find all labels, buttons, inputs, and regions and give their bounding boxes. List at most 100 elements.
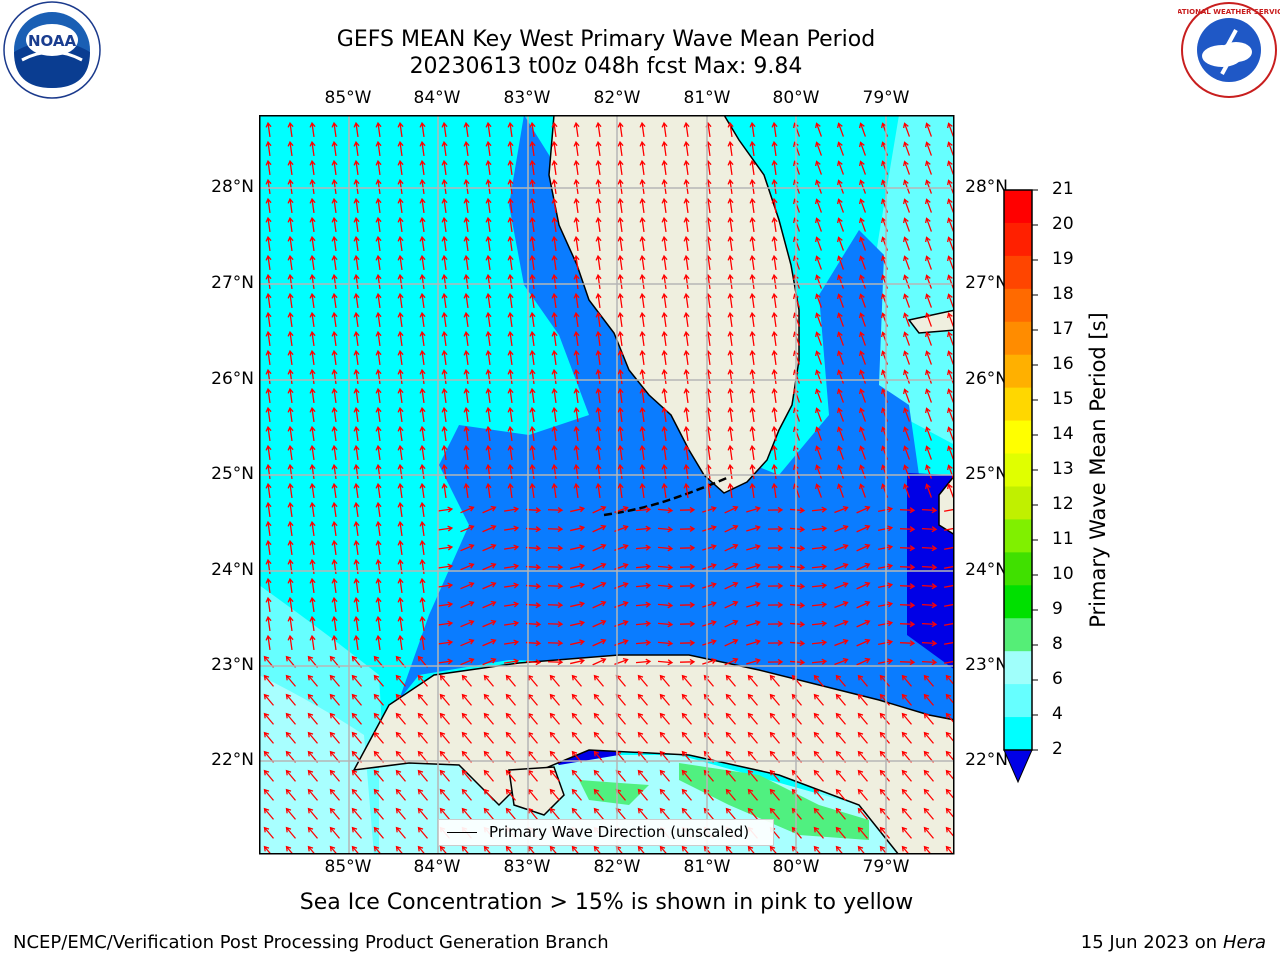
wave-arrow	[573, 292, 580, 309]
wave-arrow	[395, 769, 406, 782]
wave-arrow	[835, 674, 846, 687]
wave-arrow	[397, 311, 404, 328]
wave-period-map	[259, 115, 955, 855]
wave-arrow	[617, 235, 624, 252]
wave-arrow	[287, 140, 294, 157]
wave-arrow	[329, 788, 340, 801]
wave-arrow	[879, 769, 890, 782]
wave-arrow	[351, 674, 362, 687]
wave-arrow	[946, 388, 954, 403]
wave-arrow	[331, 463, 338, 480]
colorbar-segment	[1004, 585, 1032, 619]
wave-arrow	[902, 407, 911, 422]
wave-arrow	[857, 693, 868, 706]
wave-arrow	[373, 712, 384, 725]
wave-arrow	[547, 659, 564, 666]
wave-arrow	[505, 674, 516, 687]
wave-arrow	[834, 638, 849, 647]
wave-arrow	[946, 483, 954, 498]
wave-arrow	[482, 600, 497, 609]
wave-arrow	[879, 712, 890, 725]
wave-arrow	[419, 368, 426, 385]
wave-arrow	[683, 140, 690, 157]
wave-arrow	[373, 788, 384, 801]
wave-arrow	[483, 674, 494, 687]
wave-arrow	[592, 638, 607, 647]
lon-label-top-82w: 82°W	[593, 88, 641, 108]
wave-arrow	[814, 255, 823, 270]
wave-arrow	[727, 349, 734, 366]
wave-arrow	[639, 311, 646, 328]
wave-arrow	[746, 525, 761, 532]
wave-arrow	[727, 140, 734, 157]
wave-arrow	[331, 292, 338, 309]
wave-arrow	[507, 406, 514, 423]
colorbar-segment	[1004, 420, 1032, 455]
wave-arrow	[419, 197, 426, 214]
wave-arrow	[769, 845, 780, 854]
wave-arrow	[439, 712, 450, 725]
wave-direction-arrows	[263, 121, 954, 854]
wave-arrow	[395, 712, 406, 725]
wave-arrow	[549, 845, 560, 854]
wave-arrow	[549, 769, 560, 782]
wave-arrow	[749, 140, 756, 157]
wave-arrow	[353, 349, 360, 366]
wave-arrow	[439, 807, 450, 820]
wave-arrow	[417, 769, 428, 782]
wave-arrow	[771, 273, 778, 290]
wave-arrow	[659, 712, 670, 725]
wave-arrow	[505, 845, 516, 854]
wave-arrow	[724, 562, 739, 571]
wave-arrow	[441, 463, 448, 480]
wave-arrow	[503, 563, 520, 570]
wave-arrow	[769, 693, 780, 706]
wave-arrow	[351, 826, 362, 839]
wave-arrow	[287, 615, 294, 632]
wave-arrow	[637, 712, 648, 725]
wave-arrow	[946, 274, 954, 289]
wave-arrow	[505, 769, 516, 782]
wave-arrow	[439, 845, 450, 854]
colorbar-segment	[1004, 684, 1032, 718]
wave-arrow	[879, 807, 890, 820]
wave-arrow	[617, 463, 624, 480]
wave-arrow	[529, 273, 536, 290]
wave-arrow	[878, 601, 894, 608]
wave-arrow	[529, 311, 536, 328]
wave-arrow	[856, 524, 871, 533]
wave-arrow	[617, 349, 624, 366]
wave-arrow	[747, 731, 758, 744]
wave-arrow	[463, 330, 470, 347]
wave-arrow	[661, 425, 668, 442]
wave-arrow	[635, 620, 652, 627]
wave-arrow	[573, 159, 580, 176]
wave-arrow	[309, 273, 316, 290]
wave-arrow	[307, 693, 318, 706]
wave-arrow	[309, 216, 316, 233]
wave-arrow	[814, 217, 823, 232]
wave-arrow	[858, 255, 867, 270]
wave-arrow	[856, 619, 871, 628]
wave-arrow	[923, 731, 934, 744]
wave-arrow	[637, 807, 648, 820]
wave-arrow	[727, 368, 734, 385]
wave-arrow	[727, 330, 734, 347]
wave-arrow	[878, 658, 894, 665]
wave-arrow	[771, 178, 778, 195]
nws-logo-text: NATIONAL WEATHER SERVICE	[1178, 8, 1280, 16]
wave-arrow	[483, 807, 494, 820]
wave-arrow	[485, 311, 492, 328]
colorbar-tick-label: 6	[1052, 669, 1063, 689]
wave-arrow	[309, 463, 316, 480]
wave-arrow	[702, 506, 717, 513]
wave-arrow	[547, 640, 564, 647]
wave-arrow	[944, 506, 954, 513]
wave-arrow	[551, 121, 558, 138]
wave-arrow	[265, 140, 272, 157]
wave-arrow	[661, 463, 668, 480]
wave-arrow	[463, 444, 470, 461]
wave-arrow	[899, 583, 916, 590]
wave-arrow	[375, 425, 382, 442]
wave-arrow	[397, 596, 404, 613]
